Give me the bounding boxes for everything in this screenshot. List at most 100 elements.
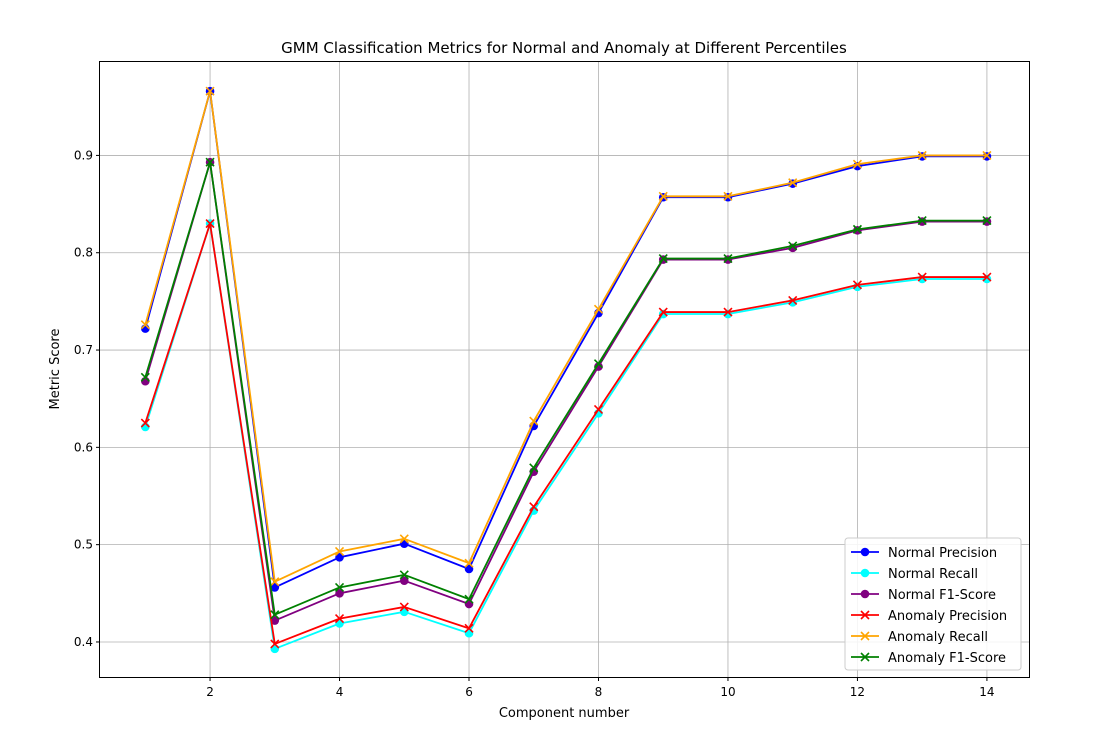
- data-point-anomaly-recall: [658, 191, 668, 201]
- legend-item: Anomaly F1-Score: [851, 651, 1006, 666]
- data-point-normal-recall: [464, 628, 474, 638]
- data-point-anomaly-precision: [270, 639, 280, 649]
- data-point-anomaly-f1-score: [593, 359, 604, 369]
- data-point-anomaly-precision: [917, 272, 927, 282]
- data-point-normal-precision: [335, 553, 344, 562]
- data-point-anomaly-f1-score: [723, 254, 733, 264]
- data-point-anomaly-f1-score: [788, 241, 798, 251]
- data-point-anomaly-recall: [399, 534, 409, 544]
- series-anomaly-precision: [140, 218, 992, 649]
- data-point-anomaly-recall: [917, 150, 927, 160]
- y-tick-label: 0.4: [74, 635, 93, 649]
- series-line-normal-f1-score: [144, 161, 987, 622]
- data-point-anomaly-recall: [852, 159, 863, 169]
- legend-marker: [860, 610, 870, 620]
- data-point-anomaly-recall: [593, 304, 604, 314]
- data-point-anomaly-f1-score: [464, 594, 474, 604]
- data-point-anomaly-precision: [852, 280, 863, 290]
- legend-item: Normal Recall: [851, 567, 978, 582]
- legend-label: Normal Precision: [888, 546, 997, 561]
- data-point-anomaly-recall: [723, 191, 733, 201]
- legend-box: [844, 537, 1022, 671]
- x-tick-label: 4: [336, 685, 344, 699]
- x-tick-label: 6: [465, 685, 473, 699]
- data-point-normal-recall: [270, 644, 280, 654]
- y-tick-label: 0.9: [74, 148, 93, 162]
- series-line-anomaly-precision: [144, 222, 987, 645]
- data-point-anomaly-precision: [658, 307, 668, 317]
- data-point-anomaly-f1-score: [658, 254, 668, 264]
- data-point-anomaly-precision: [334, 614, 345, 624]
- data-point-anomaly-precision: [593, 404, 604, 414]
- data-point-anomaly-f1-score: [140, 372, 150, 382]
- series-line-anomaly-f1-score: [144, 161, 987, 616]
- y-axis-label: Metric Score: [48, 329, 63, 410]
- data-point-anomaly-recall: [982, 150, 992, 160]
- data-point-anomaly-recall: [205, 86, 215, 96]
- series-anomaly-recall: [140, 86, 992, 587]
- series-anomaly-f1-score: [140, 157, 992, 620]
- series-line-anomaly-recall: [144, 90, 987, 583]
- data-point-normal-f1-score: [270, 616, 280, 625]
- data-point-anomaly-precision: [982, 272, 992, 282]
- data-point-anomaly-f1-score: [270, 610, 280, 620]
- data-point-anomaly-recall: [140, 320, 150, 330]
- data-point-anomaly-f1-score: [982, 216, 992, 226]
- data-point-anomaly-precision: [723, 307, 733, 317]
- data-point-anomaly-precision: [464, 623, 474, 633]
- legend-label: Anomaly F1-Score: [888, 651, 1006, 666]
- data-point-anomaly-precision: [788, 295, 798, 305]
- legend-marker: [860, 631, 870, 641]
- data-point-anomaly-precision: [399, 602, 409, 612]
- legend-marker: [860, 589, 870, 599]
- data-point-anomaly-precision: [140, 418, 150, 428]
- data-point-normal-precision: [464, 564, 474, 574]
- x-tick-label: 2: [206, 685, 214, 699]
- legend-marker: [860, 652, 870, 662]
- data-point-normal-f1-score: [335, 589, 344, 598]
- series-lines: [140, 86, 992, 654]
- legend: Normal Precision Normal Recall Normal F1-S…: [844, 537, 1022, 671]
- data-point-anomaly-recall: [270, 577, 280, 587]
- data-point-anomaly-f1-score: [334, 582, 345, 593]
- data-point-anomaly-recall: [464, 558, 474, 568]
- data-point-anomaly-f1-score: [852, 224, 863, 234]
- legend-label: Anomaly Recall: [888, 630, 988, 645]
- legend-item: Normal Precision: [851, 546, 997, 561]
- data-point-anomaly-f1-score: [917, 216, 927, 226]
- legend-marker: [860, 568, 870, 578]
- legend-label: Normal Recall: [888, 567, 978, 582]
- y-tick-label: 0.8: [74, 246, 93, 260]
- x-tick-label: 10: [720, 685, 735, 699]
- data-point-anomaly-f1-score: [205, 157, 215, 167]
- x-tick-label: 14: [979, 685, 994, 699]
- data-point-normal-precision: [270, 583, 280, 592]
- x-tick-label: 8: [595, 685, 603, 699]
- data-point-anomaly-precision: [205, 218, 215, 229]
- legend-label: Normal F1-Score: [888, 588, 996, 603]
- y-tick-label: 0.5: [74, 538, 93, 552]
- y-tick-label: 0.6: [74, 440, 93, 454]
- legend-item: Normal F1-Score: [851, 588, 996, 603]
- chart-title: GMM Classification Metrics for Normal an…: [281, 39, 847, 57]
- axis-ticks: 2 4 6 8 10 12 14 0.4 0.5 0.6 0.7 0.8 0.9: [74, 148, 995, 699]
- series-line-normal-recall: [144, 222, 987, 650]
- data-point-anomaly-recall: [334, 546, 345, 557]
- x-tick-label: 12: [850, 685, 865, 699]
- x-axis-label: Component number: [499, 706, 630, 721]
- plot-frame: [99, 61, 1030, 678]
- legend-label: Anomaly Precision: [888, 609, 1007, 624]
- data-point-anomaly-recall: [788, 178, 798, 188]
- data-point-anomaly-precision: [529, 502, 539, 512]
- data-point-anomaly-recall: [529, 416, 539, 426]
- data-point-normal-f1-score: [399, 576, 409, 585]
- series-line-normal-precision: [144, 90, 987, 589]
- legend-marker: [860, 547, 870, 557]
- data-point-anomaly-f1-score: [399, 570, 409, 580]
- legend-item: Anomaly Recall: [851, 630, 988, 645]
- data-point-normal-f1-score: [464, 599, 474, 609]
- legend-item: Anomaly Precision: [851, 609, 1007, 624]
- y-tick-label: 0.7: [74, 343, 93, 357]
- data-point-anomaly-f1-score: [529, 463, 539, 473]
